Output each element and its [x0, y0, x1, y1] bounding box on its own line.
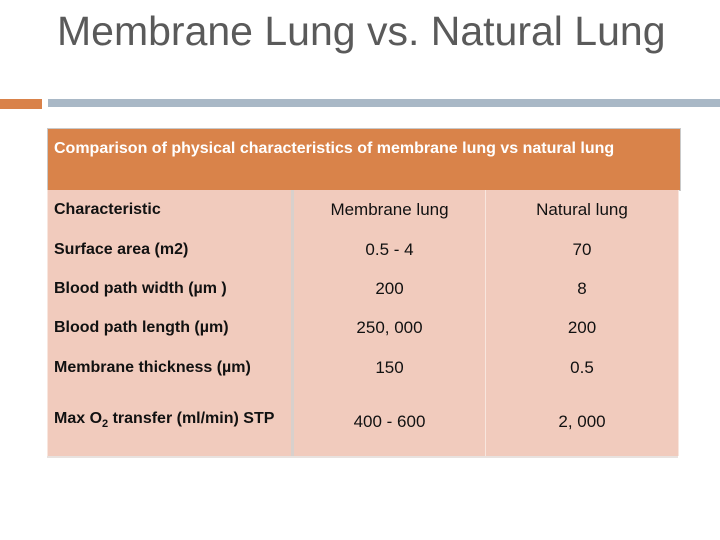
title-accent-bar: [0, 99, 42, 109]
title-divider-rule: [48, 99, 720, 107]
header-membrane-lung: Membrane lung: [292, 190, 486, 230]
membrane-value: 0.5 - 4: [292, 230, 486, 269]
membrane-value: 250, 000: [292, 309, 486, 347]
membrane-value: 200: [292, 269, 486, 309]
row-label: Blood path width (µm ): [47, 269, 294, 309]
row-label-suffix: transfer (ml/min) STP: [108, 410, 275, 428]
table-row: Blood path length (µm) 250, 000 200: [47, 309, 679, 347]
row-label-subscript: 2: [102, 418, 109, 431]
membrane-value: 150: [292, 347, 486, 388]
row-label-prefix: Max O: [54, 410, 103, 428]
row-label: Membrane thickness (µm): [54, 359, 251, 376]
natural-value: 8: [485, 269, 679, 309]
slide-title: Membrane Lung vs. Natural Lung: [57, 8, 666, 54]
header-natural-lung: Natural lung: [485, 190, 679, 230]
natural-value: 2, 000: [485, 388, 679, 456]
row-label-cell: Max O2 transfer (ml/min) STP: [47, 388, 294, 456]
row-label: Max O2 transfer (ml/min) STP: [54, 409, 274, 434]
natural-value: 70: [485, 230, 679, 269]
header-characteristic: Characteristic: [47, 190, 294, 230]
table-row: Blood path width (µm ) 200 8: [47, 269, 679, 309]
table-caption: Comparison of physical characteristics o…: [47, 128, 681, 191]
table-row: Surface area (m2) 0.5 - 4 70: [47, 230, 679, 269]
membrane-value: 400 - 600: [292, 388, 486, 456]
comparison-table: Characteristic Membrane lung Natural lun…: [47, 190, 679, 456]
row-label-cell: Membrane thickness (µm): [47, 347, 294, 388]
table-bottom-edge: [47, 456, 678, 458]
title-accent-gap: [42, 88, 46, 110]
row-label: Blood path length (µm): [47, 309, 294, 347]
table-row: Membrane thickness (µm) 150 0.5: [47, 347, 679, 388]
row-label: Surface area (m2): [47, 230, 294, 269]
natural-value: 200: [485, 309, 679, 347]
natural-value: 0.5: [485, 347, 679, 388]
table-row: Max O2 transfer (ml/min) STP 400 - 600 2…: [47, 388, 679, 456]
table-header-row: Characteristic Membrane lung Natural lun…: [47, 190, 679, 230]
